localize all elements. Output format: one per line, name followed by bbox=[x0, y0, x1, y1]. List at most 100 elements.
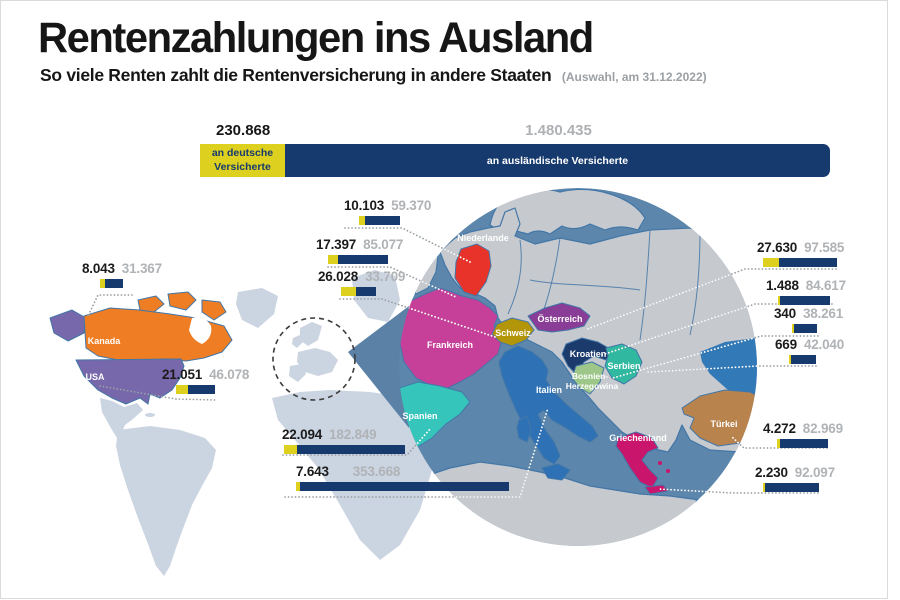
map-nile-river bbox=[688, 499, 700, 546]
mini-bar bbox=[792, 323, 843, 333]
leader-oesterreich bbox=[584, 268, 837, 331]
value-foreign: 33.709 bbox=[365, 269, 406, 284]
value-foreign: 59.370 bbox=[391, 198, 432, 213]
map-greenland bbox=[236, 288, 278, 328]
value-domestic: 22.094 bbox=[282, 427, 323, 442]
callout-frankreich: 17.397 85.077 bbox=[316, 238, 403, 264]
leader-usa bbox=[99, 385, 218, 401]
map-scandinavia-small bbox=[352, 270, 400, 322]
value-foreign: 42.040 bbox=[803, 337, 845, 352]
value-domestic: 7.643 bbox=[296, 464, 329, 479]
value-domestic: 1.488 bbox=[766, 278, 799, 293]
value-foreign: 82.969 bbox=[802, 421, 843, 436]
value-foreign: 182.849 bbox=[329, 427, 377, 442]
map-caribbean bbox=[145, 413, 155, 417]
page-title: Rentenzahlungen ins Ausland bbox=[38, 14, 594, 62]
map-label-tuerkei: Türkei bbox=[710, 419, 737, 429]
leader-spanien bbox=[282, 427, 432, 456]
callout-griechenland: 2.230 92.097 bbox=[755, 466, 835, 492]
map-hudson-bay bbox=[189, 317, 212, 344]
map-kanada-island bbox=[167, 291, 197, 311]
date-note: (Auswahl, am 31.12.2022) bbox=[561, 70, 707, 84]
value-domestic: 2.230 bbox=[755, 465, 788, 480]
map-border bbox=[689, 229, 701, 336]
map-label-bosnien-2: Herzegowina bbox=[566, 381, 619, 391]
value-foreign: 84.617 bbox=[805, 278, 846, 293]
mini-bar bbox=[777, 438, 843, 448]
mini-bar bbox=[341, 286, 405, 296]
mini-bar bbox=[763, 482, 835, 492]
map-border bbox=[542, 237, 561, 313]
value-domestic: 340 bbox=[774, 306, 796, 321]
map-country-niederlande bbox=[454, 243, 492, 297]
map-mini-europe bbox=[289, 364, 306, 382]
leader-lines bbox=[86, 227, 837, 498]
map-mini-europe bbox=[292, 335, 303, 348]
mini-bar bbox=[284, 444, 405, 454]
mini-bar bbox=[176, 384, 249, 394]
map-label-griechenland: Griechenland bbox=[609, 433, 667, 443]
map-label-spanien: Spanien bbox=[402, 411, 437, 421]
map-sardinia bbox=[516, 415, 532, 443]
map-country-serbien bbox=[604, 343, 643, 385]
legend-foreign-segment: an ausländische Versicherte bbox=[284, 144, 830, 177]
value-foreign: 31.367 bbox=[121, 261, 162, 276]
map-country-spanien bbox=[399, 381, 471, 449]
value-foreign: 353.668 bbox=[352, 464, 401, 479]
page-subtitle: So viele Renten zahlt die Rentenversiche… bbox=[40, 65, 552, 85]
value-domestic: 26.028 bbox=[318, 269, 359, 284]
callout-niederlande: 10.103 59.370 bbox=[344, 199, 431, 225]
value-domestic: 17.397 bbox=[316, 237, 357, 252]
value-domestic: 10.103 bbox=[344, 198, 385, 213]
leader-schweiz bbox=[339, 298, 499, 339]
magnifier-circle bbox=[272, 317, 356, 401]
value-domestic: 8.043 bbox=[82, 261, 115, 276]
mini-bar bbox=[789, 354, 844, 364]
map-labels: Kanada USA Niederlande Frankreich Schwei… bbox=[85, 233, 737, 443]
map-country-oesterreich bbox=[527, 302, 591, 333]
map-label-serbien: Serbien bbox=[607, 361, 640, 371]
callout-serbien: 669 42.040 bbox=[775, 338, 844, 364]
mini-bar bbox=[359, 215, 431, 225]
value-domestic: 21.051 bbox=[162, 367, 203, 382]
map-kanada-island bbox=[137, 295, 165, 313]
value-domestic: 4.272 bbox=[763, 421, 796, 436]
value-foreign: 97.585 bbox=[804, 240, 845, 255]
map-country-griechenland bbox=[615, 431, 659, 489]
callout-italien: 7.643 353.668 bbox=[296, 465, 509, 491]
map-label-italien: Italien bbox=[536, 385, 562, 395]
map-crete bbox=[644, 484, 669, 495]
map-black-sea bbox=[700, 338, 757, 398]
map-kanada-island bbox=[201, 299, 227, 321]
value-foreign: 38.261 bbox=[802, 306, 844, 321]
legend: 230.868 1.480.435 an deutsche Versichert… bbox=[200, 122, 830, 178]
callout-kanada: 8.043 31.367 bbox=[82, 262, 162, 288]
map-label-schweiz: Schweiz bbox=[495, 328, 531, 338]
map-country-kroatien bbox=[561, 337, 613, 375]
callout-kroatien: 1.488 84.617 bbox=[766, 279, 846, 305]
map-border bbox=[507, 239, 522, 315]
value-foreign: 92.097 bbox=[794, 465, 835, 480]
mini-bar bbox=[100, 278, 162, 288]
legend-domestic-segment: an deutsche Versicherte bbox=[200, 144, 285, 177]
callout-usa: 21.051 46.078 bbox=[162, 368, 249, 394]
map-label-frankreich: Frankreich bbox=[427, 340, 473, 350]
map-label-kroatien: Kroatien bbox=[570, 349, 607, 359]
legend-foreign-value: 1.480.435 bbox=[525, 122, 592, 139]
mini-bar bbox=[296, 481, 509, 491]
map-africa bbox=[272, 390, 432, 560]
map-label-niederlande: Niederlande bbox=[457, 233, 509, 243]
value-domestic: 669 bbox=[775, 337, 797, 352]
value-domestic: 27.630 bbox=[757, 240, 798, 255]
map-sicily bbox=[541, 463, 571, 481]
callout-bosnien: 340 38.261 bbox=[774, 307, 843, 333]
mini-bar bbox=[778, 295, 846, 305]
leader-kroatien bbox=[601, 303, 833, 356]
magnifier-beam bbox=[348, 306, 409, 428]
value-foreign: 85.077 bbox=[363, 237, 404, 252]
map-caribbean bbox=[126, 408, 140, 414]
map-label-kanada: Kanada bbox=[88, 336, 122, 346]
map-border bbox=[639, 229, 651, 341]
